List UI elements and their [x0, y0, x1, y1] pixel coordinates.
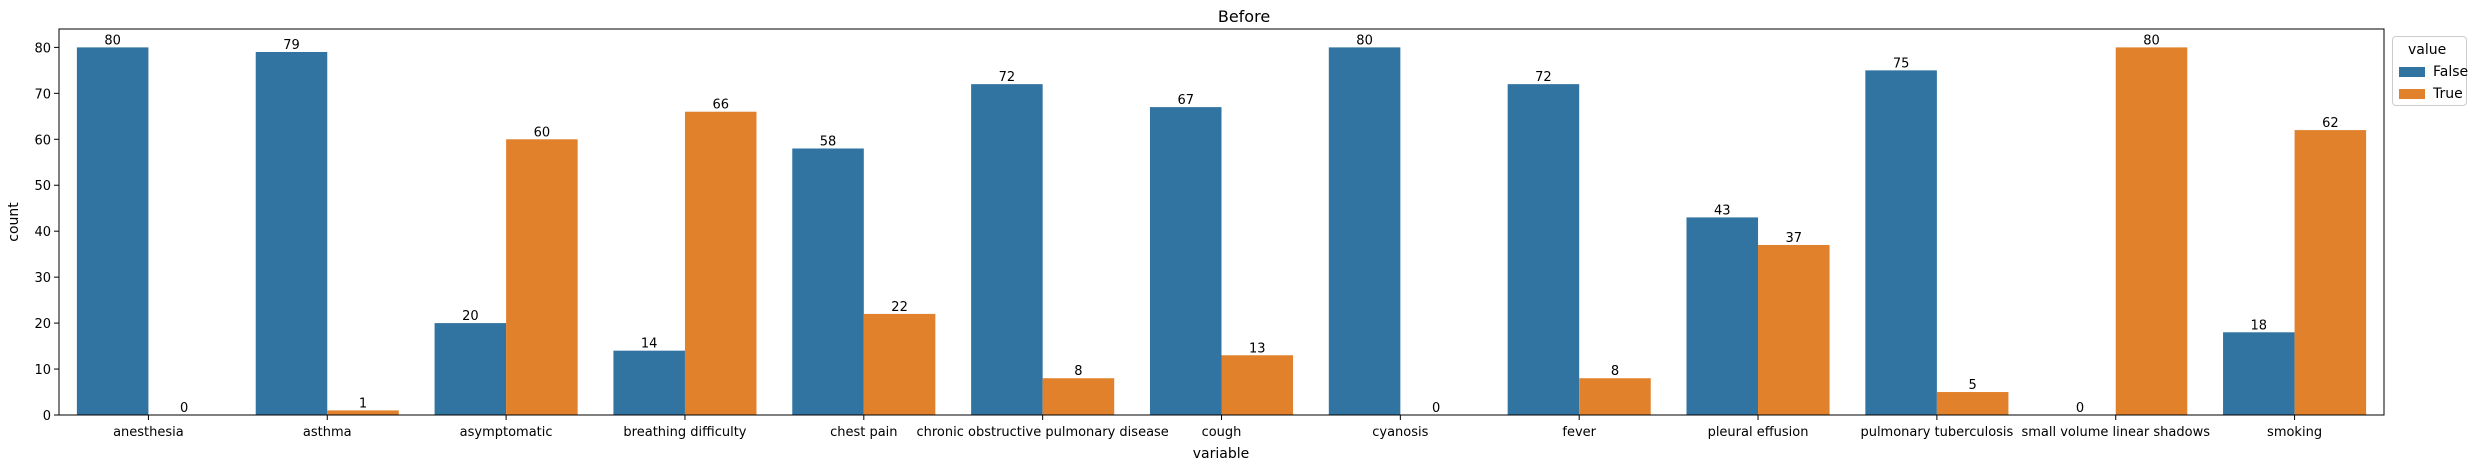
- y-tick-label: 70: [34, 87, 51, 102]
- bar-true: [1579, 378, 1651, 415]
- legend-item-false: False: [2399, 64, 2468, 80]
- y-tick-label: 0: [43, 409, 51, 424]
- y-tick-label: 30: [34, 271, 51, 286]
- bar-value-label: 22: [891, 300, 908, 315]
- x-tick-label: pulmonary tuberculosis: [1860, 425, 2013, 440]
- bar-value-label: 72: [1535, 70, 1552, 85]
- y-tick-label: 60: [34, 133, 51, 148]
- bar-value-label: 60: [534, 125, 551, 140]
- x-tick-label: pleural effusion: [1708, 425, 1809, 440]
- bar-value-label: 0: [180, 401, 188, 416]
- bar-value-label: 58: [820, 134, 837, 149]
- bar-value-label: 75: [1893, 56, 1910, 71]
- legend-swatch-true: [2399, 89, 2425, 99]
- bar-true: [327, 410, 399, 415]
- bar-value-label: 66: [712, 98, 729, 113]
- x-axis-label: variable: [1193, 446, 1249, 462]
- x-tick-label: asymptomatic: [460, 425, 553, 440]
- bar-value-label: 62: [2322, 116, 2339, 131]
- x-tick-label: cough: [1202, 425, 1242, 440]
- x-tick-label: anesthesia: [113, 425, 184, 440]
- x-tick-label: fever: [1562, 425, 1596, 440]
- bar-value-label: 37: [1786, 231, 1803, 246]
- bar-value-label: 67: [1177, 93, 1194, 108]
- x-tick-label: asthma: [303, 425, 352, 440]
- y-tick-label: 20: [34, 317, 51, 332]
- y-tick-label: 80: [34, 41, 51, 56]
- bar-true: [2115, 47, 2188, 415]
- bar-value-label: 80: [2143, 33, 2160, 48]
- bar-false: [792, 148, 864, 415]
- bar-value-label: 20: [462, 309, 479, 324]
- y-axis-label: count: [6, 202, 22, 242]
- bar-false: [613, 350, 685, 415]
- legend-swatch-false: [2399, 67, 2425, 77]
- y-axis: 0 10 20 30 40 50 60 70 80: [34, 41, 59, 424]
- bar-value-label: 0: [1432, 401, 1440, 416]
- bar-value-label: 80: [1356, 33, 1373, 48]
- bar-true: [1221, 355, 1294, 415]
- bar-value-label: 43: [1714, 203, 1731, 218]
- bar-value-label: 8: [1611, 364, 1619, 379]
- bar-true: [1042, 378, 1115, 415]
- x-tick-label: small volume linear shadows: [2021, 425, 2210, 440]
- bar-value-label: 5: [1969, 378, 1977, 393]
- bar-true: [506, 139, 578, 416]
- x-tick-label: cyanosis: [1372, 425, 1428, 440]
- legend: value False True: [2392, 36, 2468, 106]
- bar-false: [971, 84, 1043, 416]
- bar-value-label: 79: [283, 38, 300, 53]
- bar-false: [1328, 47, 1401, 415]
- bar-false: [2223, 332, 2295, 415]
- bar-false: [1149, 107, 1222, 415]
- bar-false: [1865, 70, 1937, 415]
- x-axis: anesthesia asthma asymptomatic breathing di…: [113, 415, 2322, 440]
- legend-label-true: True: [2433, 86, 2463, 102]
- plot-frame: [58, 28, 2385, 416]
- x-tick-label: chronic obstructive pulmonary disease: [916, 425, 1168, 440]
- legend-title: value: [2408, 42, 2447, 58]
- y-tick-label: 40: [34, 225, 51, 240]
- bar-value-label: 13: [1249, 341, 1266, 356]
- x-tick-label: breathing difficulty: [623, 425, 746, 440]
- legend-item-true: True: [2399, 86, 2463, 102]
- bar-value-label: 18: [2251, 318, 2268, 333]
- bar-value-label: 0: [2076, 401, 2084, 416]
- bar-value-label: 80: [104, 33, 121, 48]
- x-tick-label: chest pain: [830, 425, 897, 440]
- y-tick-label: 50: [34, 179, 51, 194]
- bars-layer: 80 0 79 1 20 60 14 66 58 22 72 8 67 13 80 0 72 8 43 37 75 5 0 8…: [76, 33, 2367, 416]
- bar-value-label: 8: [1074, 364, 1082, 379]
- bar-false: [76, 47, 149, 415]
- bar-false: [1686, 217, 1759, 415]
- bar-true: [863, 313, 936, 415]
- bar-true: [684, 111, 757, 415]
- bar-value-label: 14: [641, 337, 658, 352]
- bar-false: [1507, 84, 1580, 416]
- bar-true: [1758, 244, 1830, 415]
- legend-label-false: False: [2433, 64, 2469, 80]
- bar-value-label: 1: [359, 396, 367, 411]
- bar-value-label: 72: [999, 70, 1016, 85]
- bar-true: [2294, 130, 2367, 415]
- chart-title: Before: [1218, 7, 1270, 26]
- bar-false: [255, 51, 328, 415]
- bar-true: [1936, 392, 2009, 415]
- bar-false: [434, 323, 507, 415]
- x-tick-label: smoking: [2267, 425, 2322, 440]
- y-tick-label: 10: [34, 363, 51, 378]
